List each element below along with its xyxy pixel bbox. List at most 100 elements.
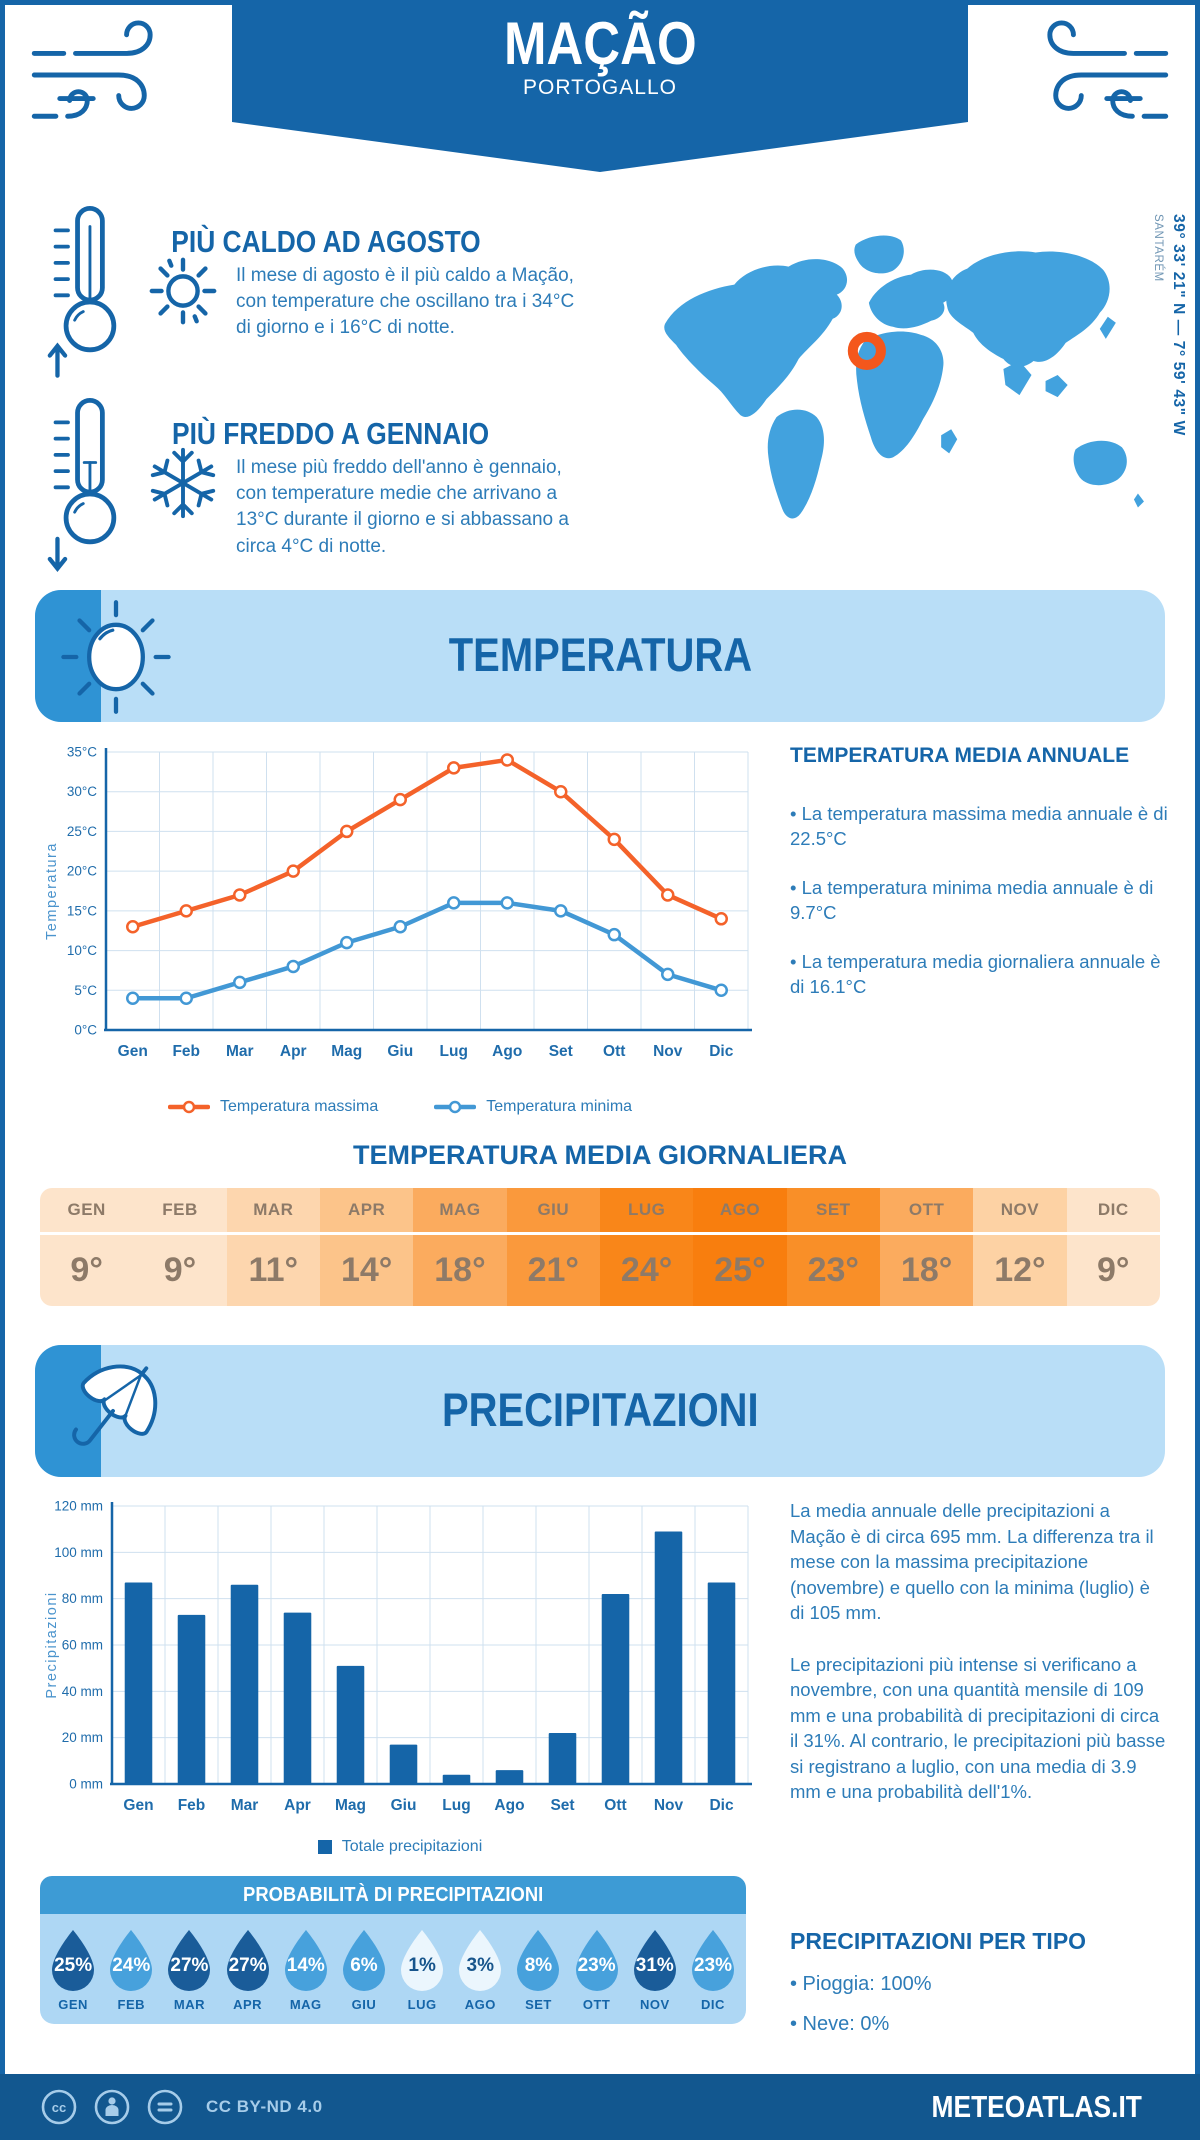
probability-drop-column: 23% DIC	[684, 1928, 742, 2012]
svg-text:Mar: Mar	[231, 1797, 259, 1814]
umbrella-icon	[72, 1364, 158, 1446]
temp-table-column: NOV 12°	[973, 1188, 1067, 1306]
temp-table-month: MAG	[413, 1188, 507, 1235]
svg-text:80 mm: 80 mm	[62, 1591, 103, 1606]
temp-table-value: 12°	[994, 1251, 1046, 1289]
temp-table-month: DIC	[1066, 1188, 1160, 1235]
svg-text:0 mm: 0 mm	[69, 1777, 103, 1792]
precipitation-paragraph: Le precipitazioni più intense si verific…	[790, 1653, 1166, 1803]
svg-text:Nov: Nov	[654, 1797, 684, 1814]
probability-value: 27%	[228, 1955, 267, 1976]
probability-month: GIU	[351, 1997, 377, 2012]
probability-value: 24%	[112, 1955, 151, 1976]
header-banner: MAÇÃO PORTOGALLO	[232, 0, 968, 172]
svg-text:Lug: Lug	[440, 1043, 468, 1060]
legend-item: Totale precipitazioni	[317, 1838, 482, 1856]
probability-month: DIC	[701, 1997, 725, 2012]
probability-value: 3%	[466, 1955, 495, 1976]
geo-info: 39° 33' 21" N — 7° 59' 43" W SANTARÉM	[1152, 214, 1187, 614]
svg-text:Lug: Lug	[442, 1797, 470, 1814]
svg-text:Apr: Apr	[280, 1043, 307, 1060]
page-title: MAÇÃO	[503, 10, 697, 77]
raindrop-icon: 8%	[513, 1928, 563, 1992]
probability-drop-column: 8% SET	[509, 1928, 567, 2012]
probability-month: AGO	[464, 1997, 496, 2012]
temp-table-value: 18°	[434, 1251, 486, 1289]
svg-text:Dic: Dic	[709, 1797, 734, 1814]
annual-bullet: • La temperatura minima media annuale è …	[790, 876, 1154, 923]
precipitation-chart-legend: Totale precipitazioni	[42, 1838, 758, 1856]
probability-month: MAG	[289, 1997, 322, 2012]
temp-table-month: SET	[786, 1188, 880, 1235]
probability-value: 6%	[350, 1955, 378, 1976]
snowflake-icon	[150, 447, 216, 519]
svg-text:20 mm: 20 mm	[62, 1730, 103, 1745]
svg-text:Giu: Giu	[387, 1043, 413, 1060]
temp-table-value: 14°	[340, 1251, 393, 1289]
svg-text:0°C: 0°C	[74, 1023, 97, 1038]
svg-text:Ago: Ago	[494, 1797, 524, 1814]
raindrop-icon: 25%	[48, 1928, 98, 1992]
temp-table-month: AGO	[693, 1188, 787, 1235]
svg-text:Feb: Feb	[178, 1797, 206, 1814]
temperature-section-title: TEMPERATURA	[448, 628, 752, 681]
svg-text:Dic: Dic	[709, 1043, 734, 1060]
raindrop-icon: 31%	[630, 1928, 680, 1992]
wind-icon	[31, 20, 153, 119]
svg-text:Giu: Giu	[391, 1797, 417, 1814]
svg-text:5°C: 5°C	[74, 983, 97, 998]
svg-text:40 mm: 40 mm	[62, 1684, 103, 1699]
probability-value: 8%	[524, 1955, 553, 1976]
legend-item: Temperatura minima	[434, 1098, 632, 1116]
cc-icon: cc	[41, 2089, 77, 2125]
temp-table-month: APR	[319, 1188, 414, 1235]
probability-month: NOV	[639, 1997, 670, 2012]
annual-temperature-heading: TEMPERATURA MEDIA ANNUALE	[790, 744, 1130, 767]
probability-drop-column: 3% AGO	[451, 1928, 509, 2012]
svg-text:Gen: Gen	[123, 1797, 153, 1814]
license-label: CC BY-ND 4.0	[206, 2097, 323, 2116]
temp-table-column: APR 14°	[319, 1188, 414, 1306]
probability-month: MAR	[173, 1997, 205, 2012]
daily-temperature-table: GEN 9° FEB 9° MAR 11° APR 14° MAG 18° GIU 21° LUG 24°…	[40, 1188, 1160, 1306]
coordinates-label: 39° 33' 21" N — 7° 59' 43" W	[1170, 214, 1187, 436]
svg-text:Gen: Gen	[118, 1043, 148, 1060]
precipitation-section-title: PRECIPITAZIONI	[441, 1383, 759, 1436]
temp-table-value: 25°	[714, 1251, 766, 1289]
legend-label: Temperatura minima	[486, 1098, 633, 1115]
svg-text:Apr: Apr	[284, 1797, 311, 1814]
sun-banner-icon	[61, 600, 171, 714]
probability-title: PROBABILITÀ DI PRECIPITAZIONI	[40, 1876, 746, 1914]
probability-drop-column: 25% GEN	[44, 1928, 102, 2012]
probability-value: 25%	[54, 1955, 93, 1976]
svg-text:Ott: Ott	[603, 1043, 625, 1060]
temp-table-month: GIU	[506, 1188, 600, 1235]
raindrop-icon: 1%	[397, 1928, 447, 1992]
probability-drop-column: 24% FEB	[102, 1928, 160, 2012]
precipitation-type-panel: PRECIPITAZIONI PER TIPO • Pioggia: 100% •…	[790, 1928, 1168, 2049]
temp-table-month: GEN	[40, 1188, 134, 1235]
cc-by-person-icon	[94, 2089, 130, 2125]
probability-drops: 25% GEN 24% FEB 27% MAR 27% APR 14% MAG 6% GIU 1% LUG…	[40, 1914, 746, 2024]
precipitation-chart: 0 mm 20 mm 40 mm 60 mm 80 mm 100 mm 120 mm Gen F…	[42, 1492, 758, 1838]
highlight-cold-text: Il mese più freddo dell'anno è gennaio, …	[236, 457, 569, 557]
precipitation-section-banner: PRECIPITAZIONI	[35, 1345, 1165, 1477]
temp-table-column: LUG 24°	[599, 1188, 694, 1306]
precipitation-type-heading: PRECIPITAZIONI PER TIPO	[790, 1928, 1087, 1954]
temp-table-month: MAR	[226, 1188, 320, 1235]
legend-marker	[317, 1840, 332, 1854]
page-subtitle: PORTOGALLO	[523, 76, 677, 99]
temp-table-column: OTT 18°	[879, 1188, 974, 1306]
probability-month: GEN	[58, 1997, 88, 2012]
location-marker	[847, 331, 886, 370]
svg-text:Set: Set	[549, 1043, 573, 1060]
probability-drop-column: 6% GIU	[335, 1928, 393, 2012]
cc-nd-equal-icon	[147, 2089, 183, 2125]
precipitation-type-bullet: • Neve: 0%	[790, 2013, 890, 2035]
svg-text:Set: Set	[550, 1797, 574, 1814]
svg-text:Ott: Ott	[604, 1797, 626, 1814]
svg-text:Feb: Feb	[172, 1043, 200, 1060]
probability-drop-column: 1% LUG	[393, 1928, 451, 2012]
daily-temperature-title: TEMPERATURA MEDIA GIORNALIERA	[353, 1140, 847, 1170]
